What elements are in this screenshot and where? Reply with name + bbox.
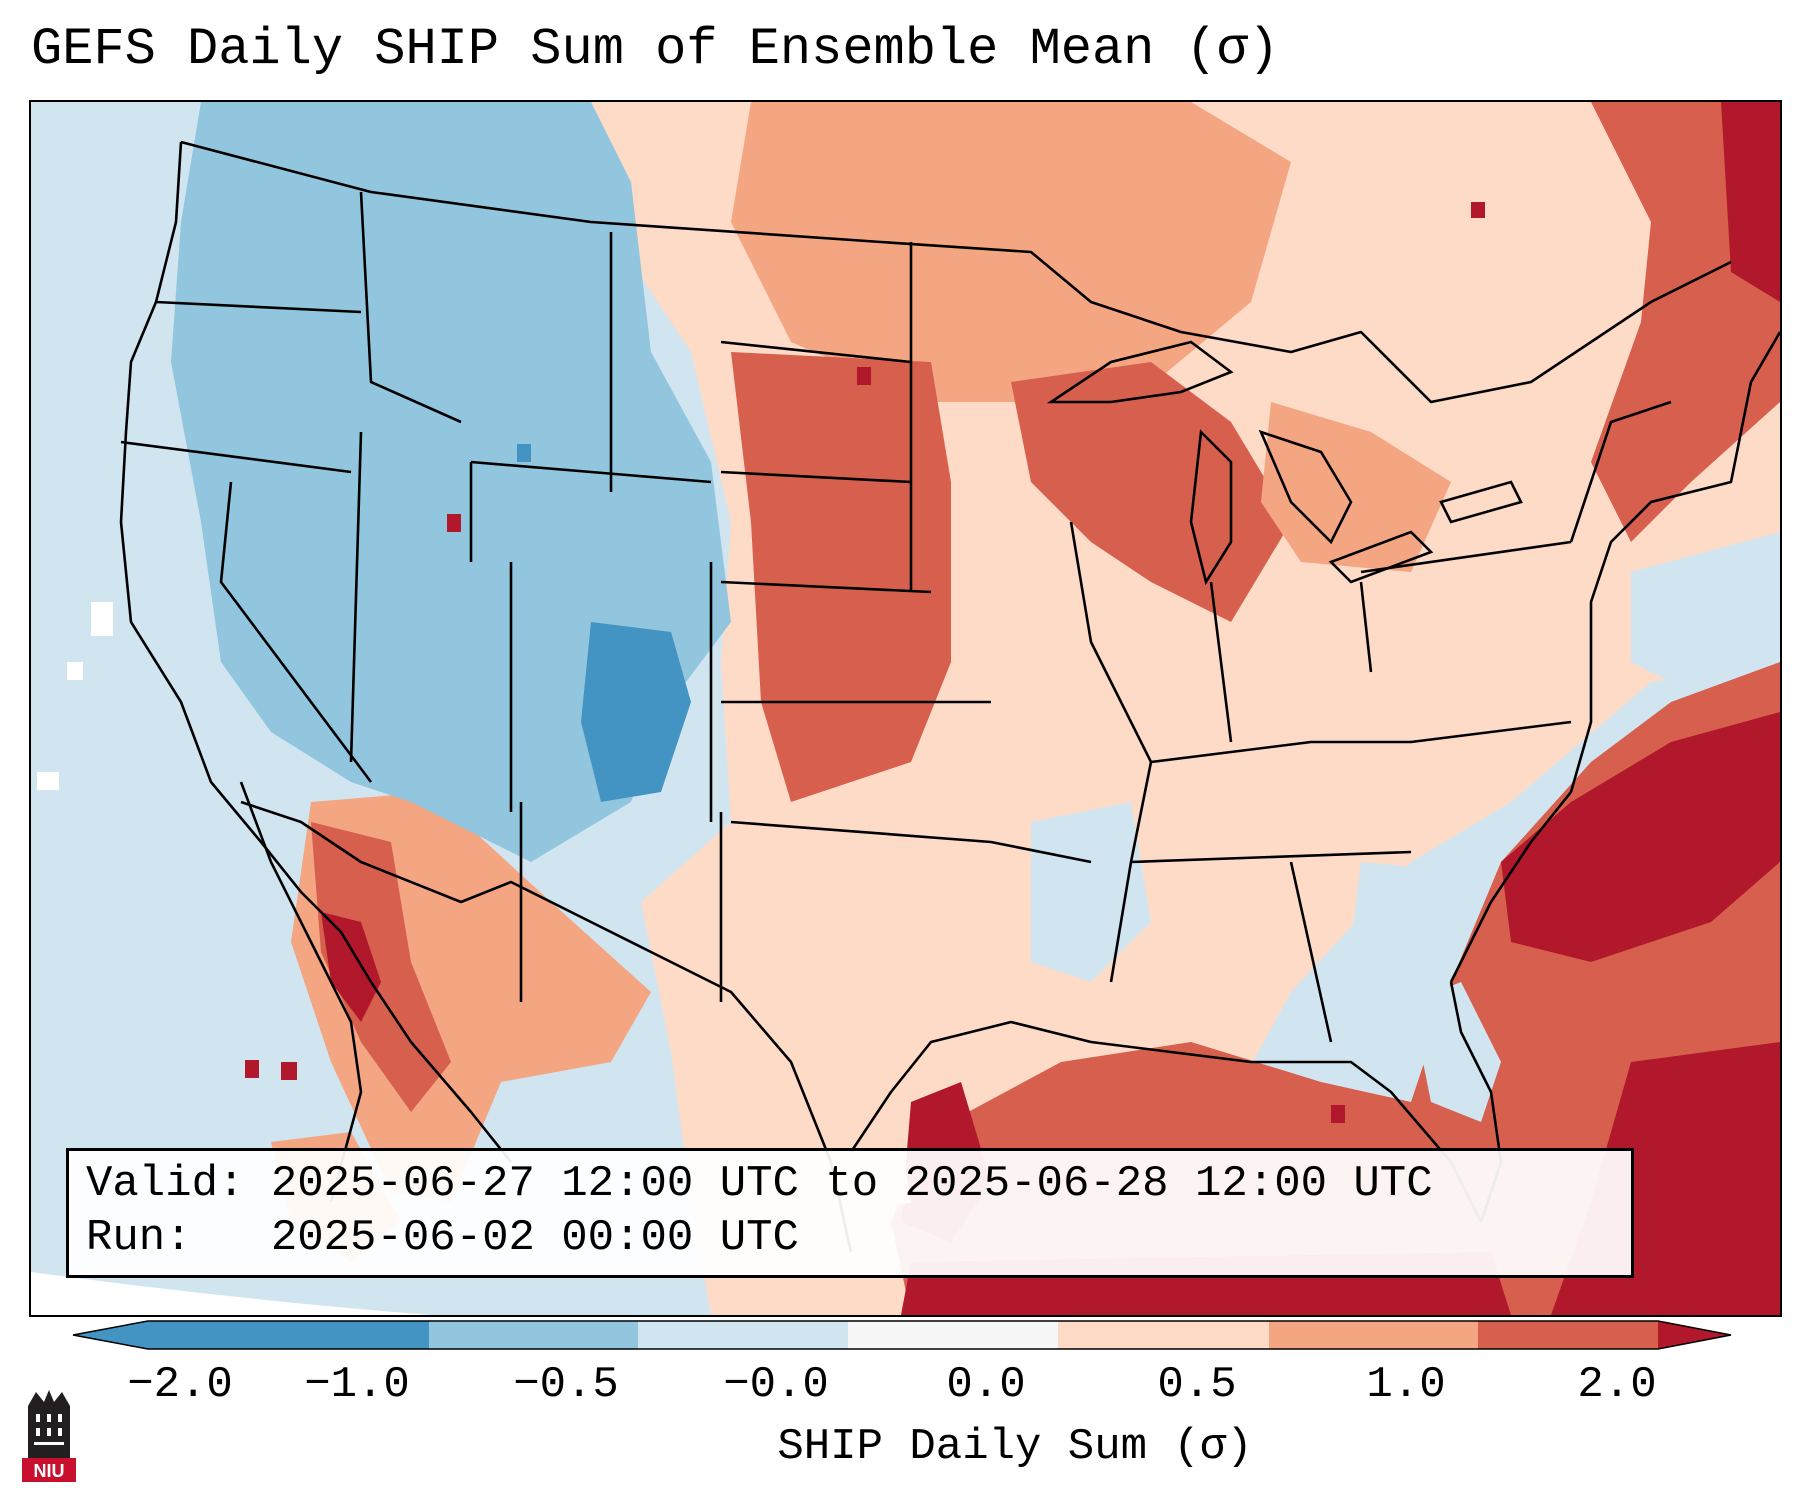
lake-superior [1046,340,1234,404]
border-ok-tx [730,820,992,844]
border-wy [470,460,712,484]
border-ne-states [1569,400,1672,543]
colorbar-bin [1058,1321,1269,1349]
field-neg-weak-florida [1411,982,1501,1122]
us-mexico-border [240,800,853,1253]
map-canvas [31,102,1780,1315]
speckles [37,202,1485,1123]
field-pos-max-baja [321,912,381,1022]
lake-ontario [1439,480,1523,524]
border-in-oh [1209,581,1233,743]
logo-text: NIU [34,1461,65,1481]
valid-time-box: Valid: 2025-06-27 12:00 UTC to 2025-06-2… [66,1148,1634,1278]
colorbar-tick-label: −1.0 [304,1360,410,1410]
colorbar-extend-high [1658,1321,1731,1349]
pacific-coast [119,141,513,1163]
valid-time-text: Valid: 2025-06-27 12:00 UTC to 2025-06-2… [86,1159,1433,1209]
border-nd-sd [720,340,912,364]
great-lakes-outlines [1046,340,1523,586]
field-pos-max-atlantic [1501,712,1780,962]
border-mt-id [359,191,462,424]
border-nv-ut [349,431,363,763]
colorbar-tick-label: −0.5 [513,1360,619,1410]
colorbar-tick-label: 2.0 [1577,1360,1657,1410]
map-panel [29,100,1782,1317]
colorbar-bin [429,1321,638,1349]
colorbar-tick-label: 0.5 [1157,1360,1237,1410]
lake-erie [1328,530,1434,584]
run-time-text: Run: 2025-06-02 00:00 UTC [86,1213,799,1263]
colorbar-tick-label: 0.0 [946,1360,1026,1410]
field-pos-weak-midwest [911,542,1451,862]
field-neg-strong-colorado [581,622,691,802]
colorbar [72,1320,1732,1350]
colorbar-label: SHIP Daily Sum (σ) [777,1422,1253,1472]
colorbar-bin [638,1321,848,1349]
border-ne-ks [720,580,932,594]
border-or-ca [120,440,352,474]
colorbar-tick-label: 1.0 [1366,1360,1446,1410]
atlantic-coast [1449,331,1780,983]
us-canada-border [180,140,1732,404]
colorbar-bin [1269,1321,1478,1349]
border-ar-la [990,840,1092,864]
border-sd-ne [720,470,912,484]
niu-logo: NIU [22,1390,76,1482]
colorbar-bin [848,1321,1058,1349]
colorbar-tick-label: −2.0 [127,1360,233,1410]
border-pa-ny [1360,540,1572,574]
field-neg-weak-south [1031,802,1151,982]
lake-michigan [1189,429,1233,586]
field-neg-weak-georgia [1351,862,1471,1002]
colorbar-bin [148,1321,220,1349]
colorbar-bin [1478,1321,1658,1349]
border-al-ga [1289,861,1333,1043]
field-pos-mid-lakes [1261,402,1451,572]
border-ca-nv [219,481,373,783]
field-pos-strong-southwest [311,822,451,1112]
colorbar-tick-label: −0.0 [723,1360,829,1410]
border-wa-or [155,300,362,314]
colorbar-bin [220,1321,429,1349]
colorbar-outline [72,1320,1732,1350]
lake-huron [1258,429,1353,545]
border-ohio-river [1150,720,1572,764]
field-neg-weak-atlantic [1631,532,1780,692]
border-oh-pa [1359,581,1373,673]
state-borders [119,140,1780,1253]
chart-title: GEFS Daily SHIP Sum of Ensemble Mean (σ) [31,20,1280,79]
gulf-coast [849,1020,1483,1223]
field-pos-strong-plains [731,352,951,802]
field-pos-max-newengland [1721,102,1780,302]
border-tn-al [1130,850,1412,864]
field-pos-mid-north [731,102,1291,402]
colorbar-extend-low [73,1321,148,1349]
baja-coast [239,781,363,1203]
